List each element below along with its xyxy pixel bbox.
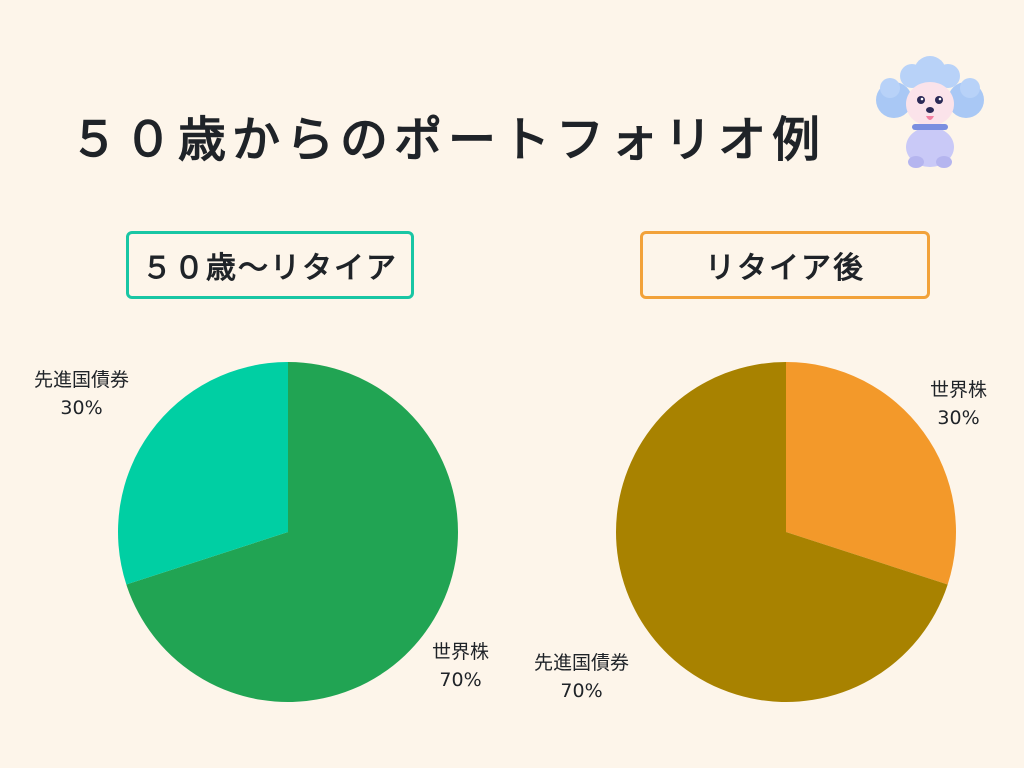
pie-slice-world-stocks [126,362,459,702]
slice-label-value: 70% [560,680,603,702]
pie-label-right-bonds: 先進国債券 70% [534,649,629,705]
slice-label-value: 30% [60,397,103,419]
slice-label-name: 先進国債券 [534,652,630,674]
page-title: ５０歳からのポートフォリオ例 [70,112,827,168]
pie-slice-developed-bonds [616,362,948,702]
pie-label-left-bonds: 先進国債券 30% [34,366,129,422]
pie-slice-developed-bonds [117,362,289,585]
pie-chart-before-retirement [117,362,459,702]
pie-label-left-stocks: 世界株 70% [432,638,489,694]
slice-label-name: 世界株 [930,379,988,401]
pie-label-right-stocks: 世界株 30% [930,376,987,432]
slice-label-value: 70% [439,669,482,691]
pie-chart-after-retirement [616,362,957,702]
pie-slice-world-stocks [786,362,957,585]
slice-label-name: 先進国債券 [34,369,130,391]
poodle-mascot-icon [876,56,984,168]
slice-label-name: 世界株 [432,641,490,663]
slice-label-value: 30% [937,407,980,429]
chart-title-before-retirement: ５０歳〜リタイア [126,231,414,299]
chart-title-after-retirement: リタイア後 [640,231,930,299]
